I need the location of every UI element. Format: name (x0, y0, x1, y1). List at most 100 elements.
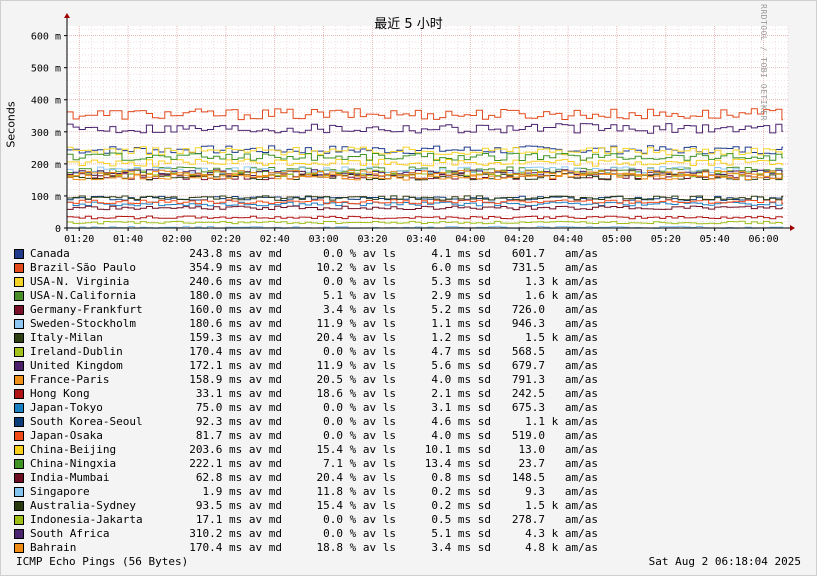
y-tick-label: 400 m (31, 96, 61, 107)
y-tick-label: 0 (55, 224, 61, 235)
legend-sd: 4.0 ms sd (431, 429, 491, 442)
legend-am: 568.5 am/as (511, 345, 598, 358)
legend-loss: 10.2 % av ls (316, 261, 396, 274)
legend-swatch (14, 431, 24, 441)
x-tick-label: 01:20 (64, 234, 94, 245)
legend-avg: 62.8 ms av md (195, 471, 282, 484)
y-tick-label: 600 m (31, 32, 61, 43)
legend-am: 1.6 k am/as (525, 289, 598, 302)
legend-swatch (14, 249, 24, 259)
legend-series-name: Hong Kong (30, 387, 90, 400)
y-axis-label: Seconds (4, 101, 18, 148)
legend-series-name: South Korea-Seoul (30, 415, 143, 428)
legend-series-name: Australia-Sydney (30, 499, 136, 512)
legend-am: 242.5 am/as (511, 387, 598, 400)
legend-loss: 15.4 % av ls (316, 443, 396, 456)
legend-avg: 240.6 ms av md (189, 275, 282, 288)
legend-avg: 222.1 ms av md (189, 457, 282, 470)
series-line-south-africa (67, 123, 784, 134)
x-tick-label: 02:40 (260, 234, 290, 245)
footer-timestamp: Sat Aug 2 06:18:04 2025 (648, 555, 801, 568)
legend-am: 148.5 am/as (511, 471, 598, 484)
series-line-japan-osaka (67, 199, 784, 205)
legend-series-name: France-Paris (30, 373, 110, 386)
legend-am: 726.0 am/as (511, 303, 598, 316)
legend-loss: 20.5 % av ls (316, 373, 396, 386)
legend-am: 23.7 am/as (518, 457, 598, 470)
legend-avg: 160.0 ms av md (189, 303, 282, 316)
legend-loss: 3.4 % av ls (323, 303, 396, 316)
legend-avg: 203.6 ms av md (189, 443, 282, 456)
legend-swatch (14, 263, 24, 273)
series-line-singapore (67, 225, 784, 229)
y-tick-label: 100 m (31, 192, 61, 203)
legend-swatch (14, 473, 24, 483)
legend-avg: 159.3 ms av md (189, 331, 282, 344)
legend-series-name: Italy-Milan (30, 331, 103, 344)
legend-avg: 180.0 ms av md (189, 289, 282, 302)
legend-avg: 92.3 ms av md (195, 415, 282, 428)
legend-am: 278.7 am/as (511, 513, 598, 526)
legend-sd: 0.2 ms sd (431, 499, 491, 512)
legend-avg: 75.0 ms av md (195, 401, 282, 414)
legend-am: 679.7 am/as (511, 359, 598, 372)
series-line-usa-n-virginia (67, 146, 784, 156)
legend-sd: 0.8 ms sd (431, 471, 491, 484)
legend-sd: 4.0 ms sd (431, 373, 491, 386)
legend-swatch (14, 487, 24, 497)
legend-am: 601.7 am/as (511, 247, 598, 260)
legend-series-name: South Africa (30, 527, 110, 540)
legend-loss: 11.9 % av ls (316, 359, 396, 372)
plot-area (67, 26, 788, 228)
legend-loss: 7.1 % av ls (323, 457, 396, 470)
legend-swatch (14, 277, 24, 287)
legend-avg: 243.8 ms av md (189, 247, 282, 260)
legend-sd: 4.1 ms sd (431, 247, 491, 260)
legend-avg: 170.4 ms av md (189, 345, 282, 358)
y-tick-label: 500 m (31, 64, 61, 75)
legend-sd: 1.1 ms sd (431, 317, 491, 330)
legend-avg: 33.1 ms av md (195, 387, 282, 400)
legend-sd: 3.1 ms sd (431, 401, 491, 414)
legend-series-name: Germany-Frankfurt (30, 303, 143, 316)
legend-sd: 13.4 ms sd (424, 457, 491, 470)
legend-loss: 18.8 % av ls (316, 541, 396, 554)
legend-avg: 172.1 ms av md (189, 359, 282, 372)
legend-series-name: Canada (30, 247, 70, 260)
legend-sd: 3.4 ms sd (431, 541, 491, 554)
series-line-china-beijing (67, 158, 784, 167)
x-tick-label: 01:40 (113, 234, 143, 245)
series-line-france-paris (67, 173, 784, 181)
legend-swatch (14, 543, 24, 553)
legend-am: 1.3 k am/as (525, 275, 598, 288)
chart-title: 最近 5 小时 (374, 17, 443, 32)
legend-avg: 170.4 ms av md (189, 541, 282, 554)
series-line-brazil-s-o-paulo (67, 108, 784, 121)
legend-swatch (14, 515, 24, 525)
x-tick-label: 06:00 (749, 234, 779, 245)
legend-loss: 11.9 % av ls (316, 317, 396, 330)
legend-swatch (14, 333, 24, 343)
series-line-india-mumbai (67, 205, 784, 211)
legend-series-name: Sweden-Stockholm (30, 317, 136, 330)
x-tick-label: 05:00 (602, 234, 632, 245)
legend-series-name: Brazil-São Paulo (30, 261, 136, 274)
series-line-australia-sydney (67, 195, 784, 201)
legend-am: 519.0 am/as (511, 429, 598, 442)
legend-avg: 1.9 ms av md (202, 485, 282, 498)
legend-am: 4.3 k am/as (525, 527, 598, 540)
legend-swatch (14, 361, 24, 371)
legend-swatch (14, 403, 24, 413)
legend-avg: 93.5 ms av md (195, 499, 282, 512)
legend-am: 731.5 am/as (511, 261, 598, 274)
legend-series-name: USA-N. Virginia (30, 275, 130, 288)
legend-sd: 5.6 ms sd (431, 359, 491, 372)
x-tick-label: 04:00 (455, 234, 485, 245)
legend-sd: 2.9 ms sd (431, 289, 491, 302)
y-tick-label: 200 m (31, 160, 61, 171)
series-line-china-ningxia (67, 152, 784, 161)
legend-am: 1.5 k am/as (525, 499, 598, 512)
legend-avg: 180.6 ms av md (189, 317, 282, 330)
legend-loss: 11.8 % av ls (316, 485, 396, 498)
series-line-indonesia-jakarta (67, 220, 784, 225)
